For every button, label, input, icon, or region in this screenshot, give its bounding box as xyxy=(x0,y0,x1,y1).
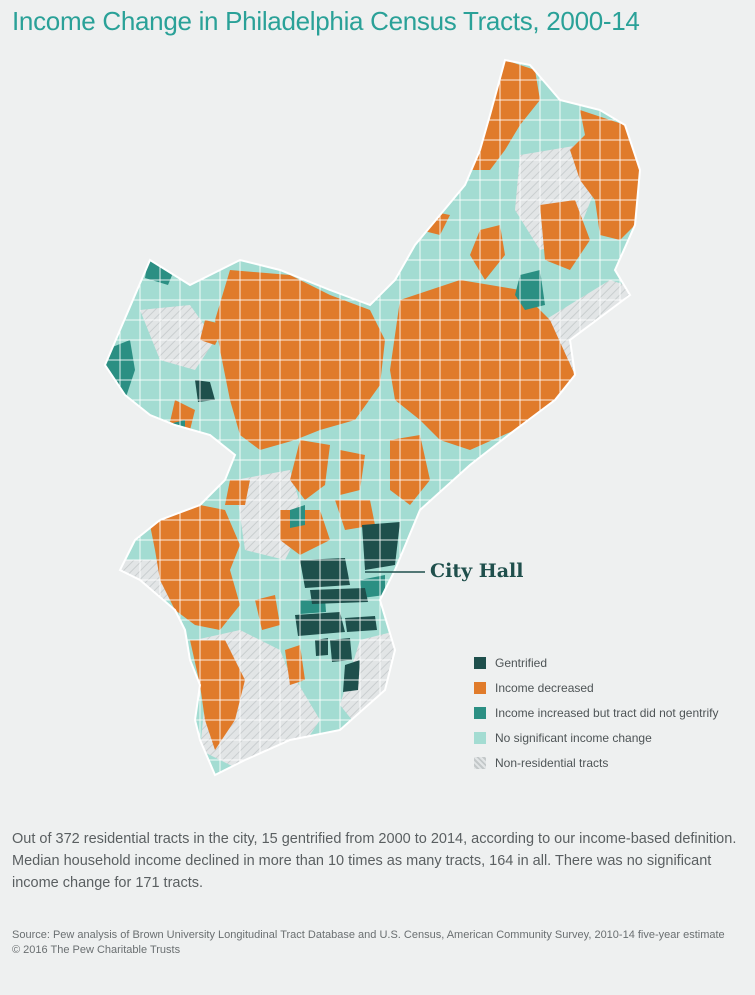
legend-label: Income decreased xyxy=(495,680,594,695)
map-description: Out of 372 residential tracts in the cit… xyxy=(12,831,737,891)
map-legend: Gentrified Income decreased Income incre… xyxy=(474,650,718,775)
legend-item-income-decreased: Income decreased xyxy=(474,675,718,700)
legend-item-income-increased: Income increased but tract did not gentr… xyxy=(474,700,718,725)
legend-label: No significant income change xyxy=(495,730,652,745)
map-title: Income Change in Philadelphia Census Tra… xyxy=(12,6,640,36)
legend-item-no-change: No significant income change xyxy=(474,725,718,750)
legend-item-non-residential: Non-residential tracts xyxy=(474,750,718,775)
source-note: Source: Pew analysis of Brown University… xyxy=(12,929,725,941)
legend-swatch-non-residential xyxy=(474,756,486,769)
legend-label: Non-residential tracts xyxy=(495,755,609,770)
legend-swatch-gentrified xyxy=(474,656,486,669)
legend-swatch-income-decreased xyxy=(474,681,486,694)
legend-swatch-income-increased xyxy=(474,706,486,719)
legend-label: Income increased but tract did not gentr… xyxy=(495,705,719,720)
legend-item-gentrified: Gentrified xyxy=(474,650,718,675)
philadelphia-tract-map xyxy=(0,40,755,810)
legend-label: Gentrified xyxy=(495,655,548,670)
footer: Source: Pew analysis of Brown University… xyxy=(12,928,742,958)
copyright-note: © 2016 The Pew Charitable Trusts xyxy=(12,944,181,956)
city-hall-label: City Hall xyxy=(430,560,524,582)
legend-swatch-no-change xyxy=(474,731,486,744)
